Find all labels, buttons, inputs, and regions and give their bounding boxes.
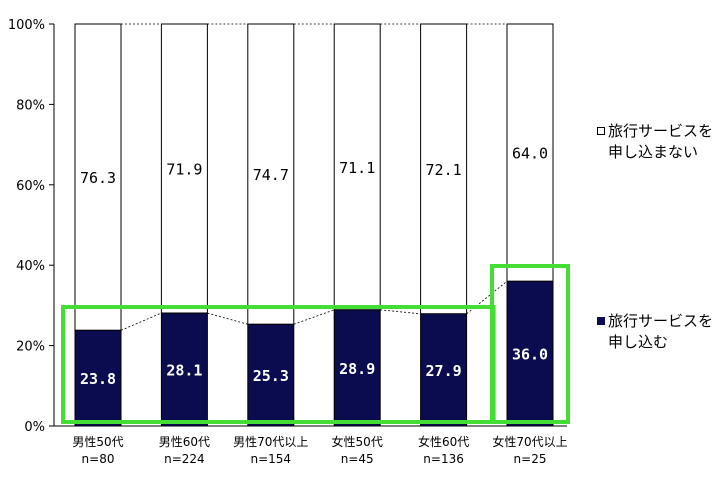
value-label-not-apply-1: 71.9 — [166, 161, 202, 179]
value-label-not-apply-5: 64.0 — [512, 145, 548, 163]
x-label-0: 男性50代 — [72, 435, 123, 449]
y-tick-label-4: 80% — [16, 98, 45, 113]
y-tick-label-5: 100% — [8, 18, 45, 33]
legend-swatch-not-apply — [597, 127, 605, 135]
connector-apply-1 — [207, 312, 248, 325]
value-label-not-apply-4: 72.1 — [426, 161, 462, 179]
bar-not-apply-0 — [74, 23, 122, 331]
value-label-apply-0: 23.8 — [80, 370, 116, 388]
legend-label-apply-line1: 旅行サービスを — [608, 312, 714, 330]
highlight-boxes — [61, 264, 570, 424]
value-label-not-apply-0: 76.3 — [80, 169, 116, 187]
legend-label-apply-line2: 申し込む — [608, 333, 669, 351]
bar-apply-1 — [160, 312, 208, 427]
legend-item-not-apply: 旅行サービスを 申し込まない — [597, 121, 721, 163]
legend-item-apply: 旅行サービスを 申し込む — [597, 311, 721, 353]
y-tick-label-3: 60% — [16, 179, 45, 194]
bar-apply-4 — [420, 313, 468, 427]
x-label-n-2: n=154 — [251, 452, 292, 466]
highlight-box-group-2 — [490, 264, 570, 424]
value-label-apply-4: 27.9 — [426, 362, 462, 380]
legend-label-not-apply-line2: 申し込まない — [608, 143, 699, 161]
value-label-apply-1: 28.1 — [166, 362, 202, 380]
value-label-apply-5: 36.0 — [512, 346, 548, 364]
connector-apply-3 — [380, 309, 421, 315]
x-axis-labels: 男性50代 n=80 男性60代 n=224 男性70代以上 n=154 女性50代 n=45… — [72, 434, 567, 466]
value-label-not-apply-2: 74.7 — [253, 166, 289, 184]
x-label-n-5: n=25 — [514, 452, 547, 466]
x-label-1: 男性60代 — [159, 435, 210, 449]
x-label-4: 女性60代 — [418, 434, 469, 449]
x-label-n-0: n=80 — [82, 452, 115, 466]
bars-layer — [74, 23, 554, 427]
bar-not-apply-5 — [506, 23, 554, 282]
legend: 旅行サービスを 申し込まない — [597, 121, 721, 163]
value-label-apply-3: 28.9 — [339, 360, 375, 378]
bar-not-apply-1 — [160, 23, 208, 314]
y-tick-label-1: 20% — [16, 340, 45, 355]
y-axis: 0% 20% 40% 60% 80% 100% — [8, 18, 567, 435]
legend-swatch-apply — [597, 317, 605, 325]
y-tick-label-2: 40% — [16, 259, 45, 274]
bar-apply-3 — [333, 309, 381, 427]
y-tick-label-0: 0% — [24, 420, 45, 435]
legend-label-not-apply-line1: 旅行サービスを — [608, 122, 714, 140]
x-label-n-1: n=224 — [164, 452, 205, 466]
bar-not-apply-2 — [247, 23, 295, 325]
x-label-n-3: n=45 — [341, 452, 374, 466]
connector-apply-2 — [293, 309, 335, 325]
bar-apply-5 — [506, 280, 554, 427]
value-labels: 76.3 23.8 71.9 28.1 74.7 25.3 71.1 28.9 72.1 27.9… — [80, 145, 548, 389]
bar-apply-0 — [74, 329, 122, 427]
bar-apply-2 — [247, 323, 295, 427]
connector-apply-0 — [120, 312, 162, 331]
value-label-not-apply-3: 71.1 — [339, 159, 375, 177]
value-label-apply-2: 25.3 — [253, 367, 289, 385]
x-label-3: 女性50代 — [332, 434, 383, 449]
x-label-5: 女性70代以上 — [492, 434, 567, 449]
x-label-n-4: n=136 — [423, 452, 464, 466]
x-label-2: 男性70代以上 — [233, 435, 308, 449]
legend-2: 旅行サービスを 申し込む — [597, 311, 721, 353]
